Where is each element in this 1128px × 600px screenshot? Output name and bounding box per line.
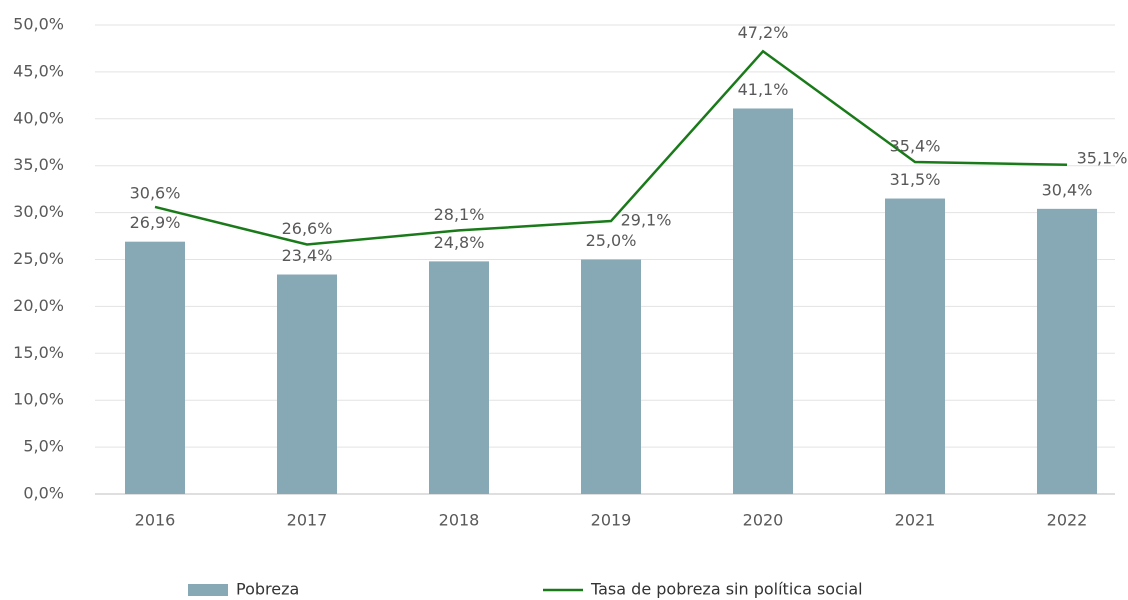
line-value-label: 30,6% [130, 183, 181, 202]
bar-value-label: 25,0% [586, 231, 637, 250]
y-tick-label: 0,0% [23, 484, 64, 503]
legend-label: Pobreza [236, 580, 299, 599]
bar [429, 261, 489, 494]
y-tick-label: 25,0% [13, 249, 64, 268]
line-value-label: 35,4% [890, 136, 941, 155]
bar [733, 108, 793, 495]
legend-swatch [188, 584, 228, 596]
bar [125, 241, 185, 494]
y-tick-label: 30,0% [13, 202, 64, 221]
bar-value-label: 23,4% [282, 246, 333, 265]
y-tick-label: 15,0% [13, 343, 64, 362]
bar [1037, 208, 1097, 494]
y-tick-label: 10,0% [13, 390, 64, 409]
bar-value-label: 26,9% [130, 213, 181, 232]
bar-value-label: 31,5% [890, 170, 941, 189]
x-tick-label: 2017 [287, 511, 328, 530]
line-value-label: 28,1% [434, 205, 485, 224]
legend-label: Tasa de pobreza sin política social [590, 580, 863, 599]
line-value-label: 29,1% [621, 211, 672, 230]
x-tick-label: 2022 [1047, 511, 1088, 530]
x-tick-label: 2019 [591, 511, 632, 530]
line-value-label: 26,6% [282, 219, 333, 238]
line-value-label: 47,2% [738, 23, 789, 42]
x-tick-label: 2018 [439, 511, 480, 530]
bar-value-label: 30,4% [1042, 180, 1093, 199]
y-tick-label: 5,0% [23, 437, 64, 456]
bar-value-label: 41,1% [738, 80, 789, 99]
bar-value-label: 24,8% [434, 233, 485, 252]
x-tick-label: 2016 [135, 511, 176, 530]
line-value-label: 35,1% [1077, 148, 1128, 167]
y-tick-label: 50,0% [13, 15, 64, 34]
line [154, 49, 1068, 246]
bar [581, 259, 641, 494]
bar [277, 274, 337, 494]
y-tick-label: 40,0% [13, 108, 64, 127]
y-tick-label: 35,0% [13, 155, 64, 174]
y-tick-label: 45,0% [13, 61, 64, 80]
x-tick-label: 2020 [743, 511, 784, 530]
x-tick-label: 2021 [895, 511, 936, 530]
y-tick-label: 20,0% [13, 296, 64, 315]
bar [885, 198, 945, 494]
